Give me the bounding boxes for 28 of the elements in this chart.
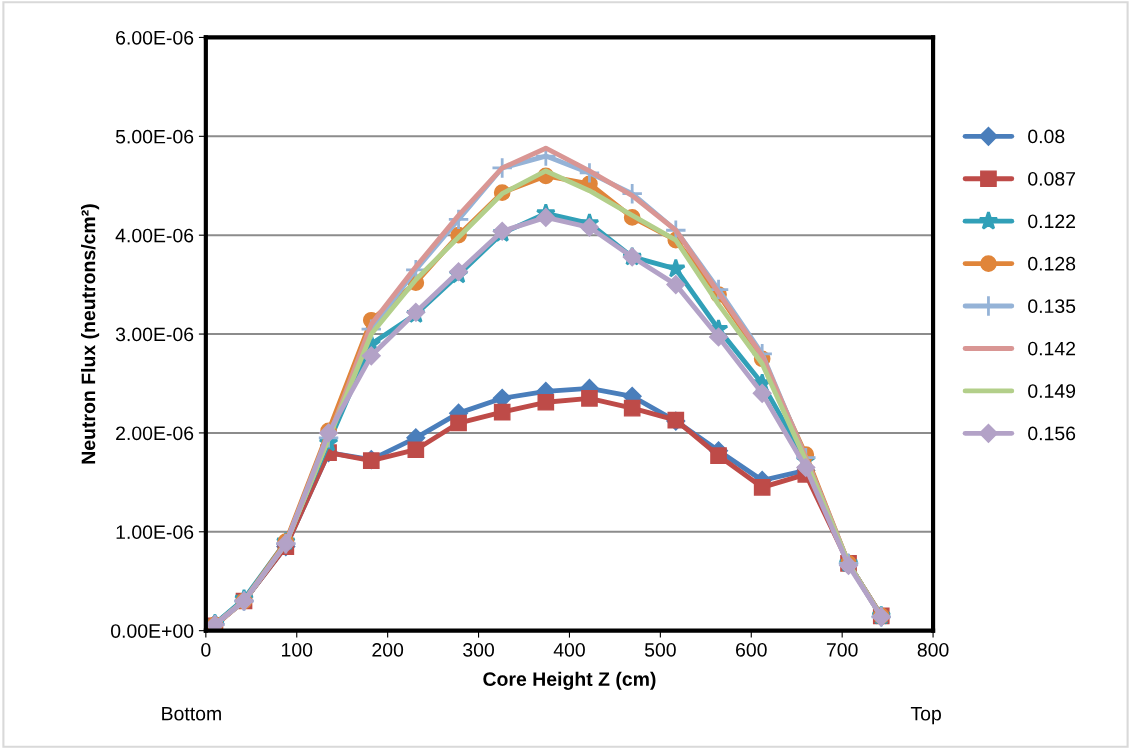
x-tick-label: 400 xyxy=(553,642,585,657)
y-tick-label: 4.00E-06 xyxy=(115,228,194,243)
x-tick-label: 200 xyxy=(372,642,404,657)
y-tick-label: 1.00E-06 xyxy=(116,525,194,540)
legend-label: 0.08 xyxy=(1028,129,1065,144)
text: Top xyxy=(910,706,941,725)
x-tick-label: 500 xyxy=(644,642,676,657)
x-tick-label: 100 xyxy=(282,642,313,657)
legend-label: 0.149 xyxy=(1028,384,1076,398)
legend-label: 0.142 xyxy=(1028,341,1076,356)
x-tick-label: 300 xyxy=(463,642,495,657)
y-tick-label: 6.00E-06 xyxy=(116,30,194,45)
x-tick-label: 800 xyxy=(917,642,949,657)
y-tick-label: 5.00E-06 xyxy=(115,129,194,144)
x-tick-label: 700 xyxy=(826,642,858,657)
x-axis-title: Core Height Z (cm) xyxy=(483,671,656,690)
legend-label: 0.135 xyxy=(1028,299,1076,314)
legend-label: 0.122 xyxy=(1028,214,1076,229)
x-tick-label: 0 xyxy=(201,642,211,657)
y-tick-label: 0.00E+00 xyxy=(111,624,194,638)
y-tick-label: 2.00E-06 xyxy=(116,426,194,441)
legend-label: 0.128 xyxy=(1028,256,1076,271)
y-axis-title: Neutron Flux (neutrons/cm²) xyxy=(81,204,100,464)
legend-label: 0.087 xyxy=(1028,171,1076,186)
y-tick-label: 3.00E-06 xyxy=(115,327,194,342)
x-tick-label: 600 xyxy=(736,642,767,657)
legend-label: 0.156 xyxy=(1028,426,1076,441)
text: Bottom xyxy=(162,706,221,721)
